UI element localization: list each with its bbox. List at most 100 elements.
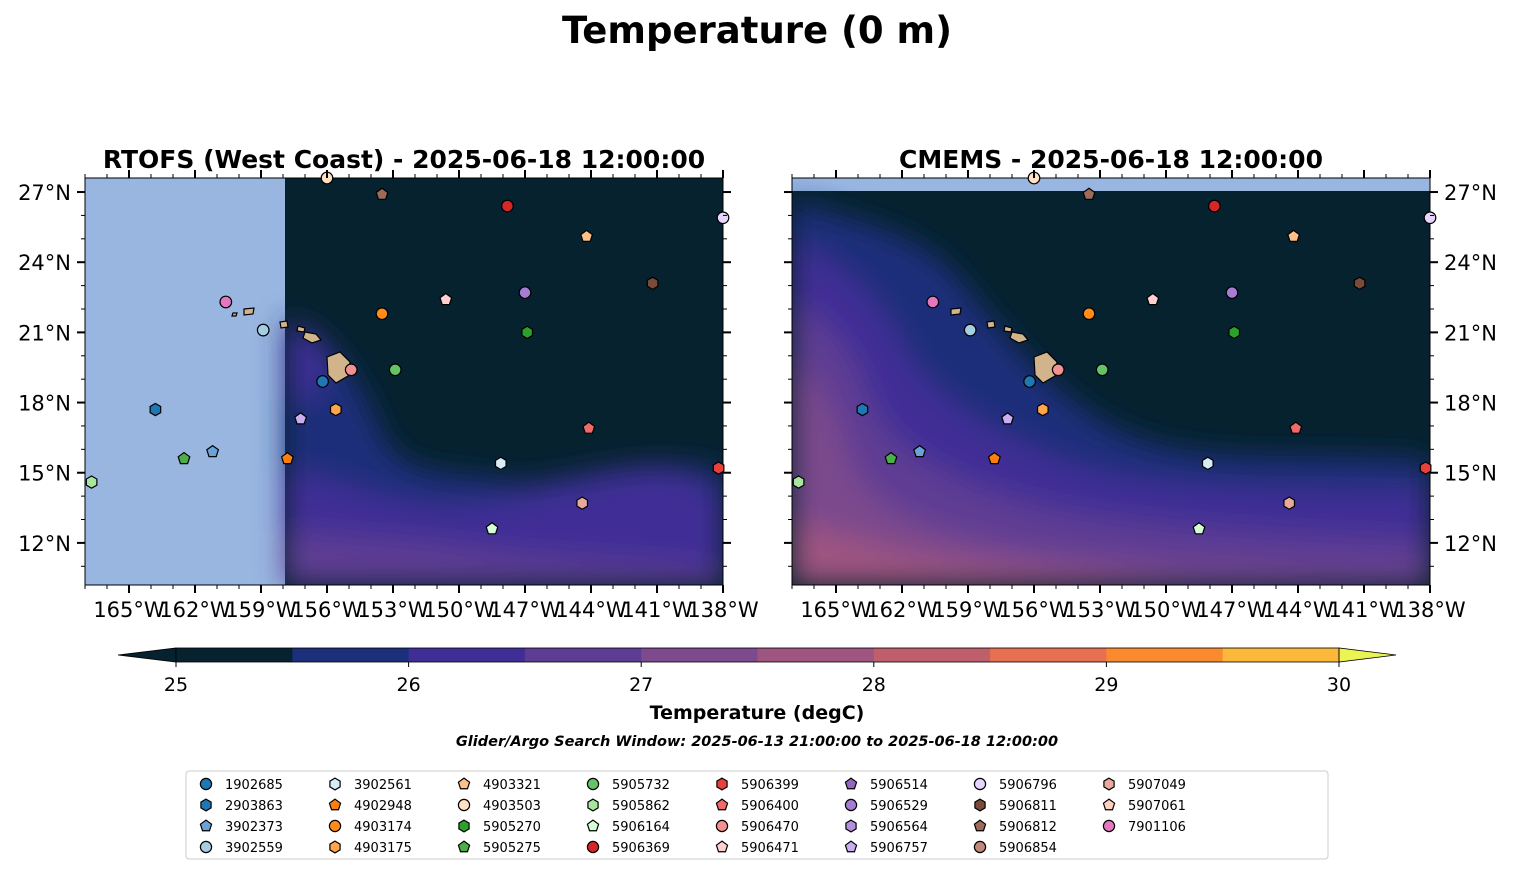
legend-marker-5906529 — [844, 798, 858, 812]
rtofs-ytick-label: 15°N — [18, 462, 71, 486]
legend-label: 4903174 — [354, 820, 412, 835]
rtofs-marker-5906757 — [294, 412, 308, 425]
rtofs-axes-frame — [84, 177, 724, 586]
cmems-marker-3902561 — [1201, 456, 1214, 471]
colorbar-segment — [757, 648, 875, 662]
legend-label: 5905270 — [483, 820, 541, 835]
legend-marker-3902561 — [329, 777, 341, 791]
rtofs-marker-5906400 — [582, 421, 596, 434]
rtofs-marker-5906470 — [344, 363, 358, 377]
cmems-xtick-label: 153°W — [1064, 598, 1136, 622]
cmems-marker-5906369 — [1207, 199, 1221, 213]
rtofs-marker-5905862 — [85, 475, 98, 489]
cmems-xtick-label: 150°W — [1130, 598, 1202, 622]
legend-label: 3902559 — [225, 841, 283, 856]
legend-marker-5905275 — [457, 840, 471, 853]
legend-marker-5906400 — [715, 798, 729, 811]
rtofs-xtick-label: 156°W — [291, 598, 363, 622]
cmems-marker-4903321 — [1287, 229, 1301, 242]
colorbar-tick-label: 28 — [862, 674, 886, 696]
cmems-ytick-label: 27°N — [1444, 181, 1497, 205]
rtofs-marker-5906164 — [485, 522, 499, 535]
legend-marker-5905862 — [587, 798, 599, 812]
cmems-marker-2903863 — [856, 402, 869, 417]
legend-marker-7901106 — [1102, 819, 1116, 833]
cmems-marker-5905862 — [792, 475, 805, 489]
legend-marker-3902559 — [199, 840, 213, 854]
legend-label: 4902948 — [354, 799, 412, 814]
rtofs-yticks: 27°N 24°N 21°N 18°N 15°N 12°N — [18, 181, 731, 567]
rtofs-marker-5906471 — [439, 292, 453, 306]
legend-marker-5906399 — [716, 777, 728, 791]
rtofs-ytick-label: 27°N — [18, 181, 71, 205]
cmems-xtick-label: 165°W — [800, 598, 872, 622]
legend-marker-5906796 — [973, 777, 987, 791]
rtofs-islands — [231, 307, 351, 384]
cmems-hottest-band — [792, 520, 1200, 585]
rtofs-marker-4903175 — [329, 402, 342, 417]
cmems-marker-4903175 — [1036, 402, 1049, 417]
cmems-xtick-label: 138°W — [1394, 598, 1466, 622]
rtofs-marker-5905732 — [388, 363, 402, 377]
cmems-xtick-label: 159°W — [932, 598, 1004, 622]
panel-cmems-title: CMEMS - 2025-06-18 12:00:00 — [899, 145, 1323, 174]
cmems-warmest-band — [792, 300, 1430, 585]
cmems-marker-7901106 — [926, 295, 940, 309]
cmems-marker-5906812 — [1082, 187, 1096, 200]
cmems-yticks: 27°N 24°N 21°N 18°N 15°N 12°N — [784, 181, 1497, 567]
rtofs-marker-3902559 — [256, 323, 270, 337]
legend-frame — [185, 770, 1329, 860]
search-window-text: Glider/Argo Search Window: 2025-06-13 21… — [456, 734, 1058, 750]
rtofs-xticks: 165°W162°W159°W156°W153°W150°W147°W144°W… — [84, 170, 759, 622]
legend-label: 5905732 — [612, 778, 670, 793]
colorbar-tick-label: 30 — [1327, 674, 1351, 696]
cmems-xtick-label: 162°W — [866, 598, 938, 622]
rtofs-xtick-label: 144°W — [555, 598, 627, 622]
legend-label: 3902373 — [225, 820, 283, 835]
rtofs-marker-4903321 — [580, 229, 594, 242]
legend-marker-5906811 — [974, 798, 986, 812]
legend-marker-5907061 — [1102, 798, 1116, 811]
colorbar-segment — [1222, 648, 1340, 662]
rtofs-xtick-label: 159°W — [225, 598, 297, 622]
rtofs-marker-5906369 — [501, 199, 514, 213]
cmems-marker-4902948 — [987, 451, 1001, 465]
rtofs-markers — [85, 171, 730, 535]
legend-marker-5906369 — [586, 840, 600, 854]
legend-marker-4902948 — [328, 798, 342, 811]
cmems-marker-5906811 — [1353, 276, 1366, 291]
colorbar-label: Temperature (degC) — [650, 702, 865, 724]
cmems-marker-5905270 — [1228, 325, 1241, 340]
rtofs-xtick-label: 150°W — [423, 598, 495, 622]
legend-label: 5906854 — [999, 841, 1057, 856]
cmems-marker-5906529 — [1225, 286, 1239, 300]
rtofs-marker-3902373 — [206, 444, 220, 458]
legend-marker-5907049 — [1103, 777, 1115, 791]
legend-marker-1902685 — [199, 777, 213, 791]
rtofs-ytick-label: 21°N — [18, 321, 71, 345]
rtofs-xtick-label: 162°W — [159, 598, 231, 622]
cmems-islands — [950, 307, 1058, 384]
legend-label: 5907049 — [1128, 778, 1186, 793]
rtofs-marker-5905275 — [177, 451, 191, 465]
figure-suptitle: Temperature (0 m) — [562, 9, 952, 52]
legend-label: 2903863 — [225, 799, 283, 814]
colorbar-segment — [990, 648, 1107, 662]
rtofs-marker-4902948 — [280, 451, 294, 465]
rtofs-marker-5906811 — [646, 276, 659, 291]
cmems-marker-3902559 — [963, 323, 977, 337]
cmems-marker-5906400 — [1289, 421, 1303, 434]
rtofs-marker-1902685 — [316, 375, 330, 388]
legend-label: 1902685 — [225, 778, 283, 793]
cmems-marker-1902685 — [1023, 375, 1036, 388]
legend-label: 4903175 — [354, 841, 412, 856]
cmems-marker-5906399 — [1419, 461, 1432, 475]
rtofs-marker-4903174 — [375, 307, 389, 321]
legend-marker-4903174 — [328, 819, 342, 833]
cmems-marker-5905732 — [1095, 363, 1109, 377]
legend-label: 4903503 — [483, 799, 541, 814]
cmems-marker-5906796 — [1423, 211, 1437, 225]
legend-label: 3902561 — [354, 778, 412, 793]
panel-rtofs-title: RTOFS (West Coast) - 2025-06-18 12:00:00 — [103, 145, 705, 174]
